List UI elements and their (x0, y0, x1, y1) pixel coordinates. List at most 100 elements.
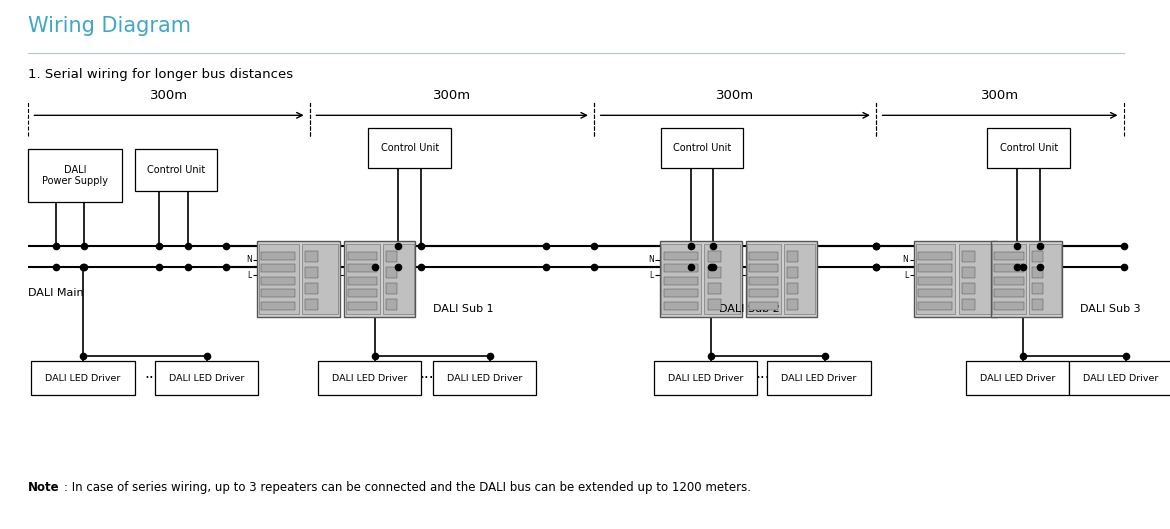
FancyBboxPatch shape (1032, 251, 1044, 262)
FancyBboxPatch shape (1032, 299, 1044, 310)
Text: N: N (902, 256, 908, 264)
FancyBboxPatch shape (708, 251, 721, 262)
FancyBboxPatch shape (347, 277, 377, 285)
FancyBboxPatch shape (386, 282, 397, 294)
Text: Control Unit: Control Unit (673, 143, 731, 153)
FancyBboxPatch shape (918, 252, 952, 260)
FancyBboxPatch shape (962, 299, 975, 310)
FancyBboxPatch shape (749, 302, 778, 310)
Text: DALI Sub 1: DALI Sub 1 (433, 304, 494, 314)
FancyBboxPatch shape (746, 244, 782, 314)
FancyBboxPatch shape (259, 244, 298, 314)
Text: 300m: 300m (150, 89, 188, 102)
FancyBboxPatch shape (305, 267, 318, 278)
Text: DALI LED Driver: DALI LED Driver (668, 374, 743, 383)
FancyBboxPatch shape (32, 361, 135, 395)
FancyBboxPatch shape (916, 244, 956, 314)
Text: N: N (648, 256, 654, 264)
FancyBboxPatch shape (708, 267, 721, 278)
FancyBboxPatch shape (663, 289, 697, 297)
Text: Control Unit: Control Unit (999, 143, 1058, 153)
FancyBboxPatch shape (987, 129, 1071, 168)
Text: DALI LED Driver: DALI LED Driver (332, 374, 407, 383)
FancyBboxPatch shape (784, 244, 815, 314)
FancyBboxPatch shape (914, 241, 997, 317)
Text: L: L (649, 271, 654, 280)
FancyBboxPatch shape (347, 289, 377, 297)
FancyBboxPatch shape (994, 289, 1024, 297)
Text: DALI
Power Supply: DALI Power Supply (42, 165, 108, 186)
Text: 1. Serial wiring for longer bus distances: 1. Serial wiring for longer bus distance… (28, 68, 294, 81)
FancyBboxPatch shape (708, 282, 721, 294)
FancyBboxPatch shape (156, 361, 259, 395)
FancyBboxPatch shape (962, 282, 975, 294)
FancyBboxPatch shape (918, 264, 952, 272)
FancyBboxPatch shape (383, 244, 414, 314)
FancyBboxPatch shape (704, 244, 741, 314)
FancyBboxPatch shape (1030, 244, 1060, 314)
FancyBboxPatch shape (344, 241, 415, 317)
Text: DALI Main: DALI Main (28, 288, 83, 298)
Text: 300m: 300m (433, 89, 472, 102)
FancyBboxPatch shape (346, 244, 380, 314)
FancyBboxPatch shape (433, 361, 536, 395)
FancyBboxPatch shape (386, 299, 397, 310)
FancyBboxPatch shape (386, 251, 397, 262)
FancyBboxPatch shape (369, 129, 450, 168)
FancyBboxPatch shape (958, 244, 994, 314)
FancyBboxPatch shape (302, 244, 338, 314)
FancyBboxPatch shape (918, 277, 952, 285)
Text: 300m: 300m (716, 89, 755, 102)
Text: L: L (904, 271, 908, 280)
FancyBboxPatch shape (992, 244, 1026, 314)
FancyBboxPatch shape (787, 251, 798, 262)
Text: DALI LED Driver: DALI LED Driver (782, 374, 856, 383)
FancyBboxPatch shape (994, 302, 1024, 310)
FancyBboxPatch shape (745, 241, 817, 317)
Text: DALI LED Driver: DALI LED Driver (1082, 374, 1158, 383)
FancyBboxPatch shape (962, 267, 975, 278)
FancyBboxPatch shape (787, 282, 798, 294)
FancyBboxPatch shape (305, 282, 318, 294)
FancyBboxPatch shape (261, 302, 295, 310)
Text: Control Unit: Control Unit (380, 143, 439, 153)
FancyBboxPatch shape (261, 264, 295, 272)
Text: : In case of series wiring, up to 3 repeaters can be connected and the DALI bus : : In case of series wiring, up to 3 repe… (63, 481, 750, 494)
Text: Control Unit: Control Unit (146, 165, 205, 175)
Text: Note: Note (28, 481, 60, 494)
FancyBboxPatch shape (787, 299, 798, 310)
FancyBboxPatch shape (318, 361, 421, 395)
FancyBboxPatch shape (347, 252, 377, 260)
FancyBboxPatch shape (749, 277, 778, 285)
FancyBboxPatch shape (663, 277, 697, 285)
FancyBboxPatch shape (994, 277, 1024, 285)
FancyBboxPatch shape (28, 149, 122, 202)
Text: ···: ··· (755, 371, 770, 386)
Text: ···: ··· (144, 371, 159, 386)
FancyBboxPatch shape (962, 251, 975, 262)
FancyBboxPatch shape (1069, 361, 1170, 395)
Text: DALI Sub 2: DALI Sub 2 (720, 304, 780, 314)
FancyBboxPatch shape (347, 264, 377, 272)
FancyBboxPatch shape (663, 302, 697, 310)
FancyBboxPatch shape (991, 241, 1062, 317)
FancyBboxPatch shape (708, 299, 721, 310)
FancyBboxPatch shape (994, 252, 1024, 260)
FancyBboxPatch shape (347, 302, 377, 310)
FancyBboxPatch shape (749, 252, 778, 260)
FancyBboxPatch shape (261, 277, 295, 285)
FancyBboxPatch shape (663, 252, 697, 260)
FancyBboxPatch shape (305, 299, 318, 310)
Text: DALI LED Driver: DALI LED Driver (447, 374, 522, 383)
Text: DALI Sub 3: DALI Sub 3 (1080, 304, 1141, 314)
FancyBboxPatch shape (305, 251, 318, 262)
FancyBboxPatch shape (663, 264, 697, 272)
FancyBboxPatch shape (661, 244, 701, 314)
FancyBboxPatch shape (1032, 282, 1044, 294)
FancyBboxPatch shape (386, 267, 397, 278)
FancyBboxPatch shape (787, 267, 798, 278)
FancyBboxPatch shape (261, 289, 295, 297)
Text: DALI LED Driver: DALI LED Driver (170, 374, 245, 383)
FancyBboxPatch shape (994, 264, 1024, 272)
Text: L: L (247, 271, 252, 280)
